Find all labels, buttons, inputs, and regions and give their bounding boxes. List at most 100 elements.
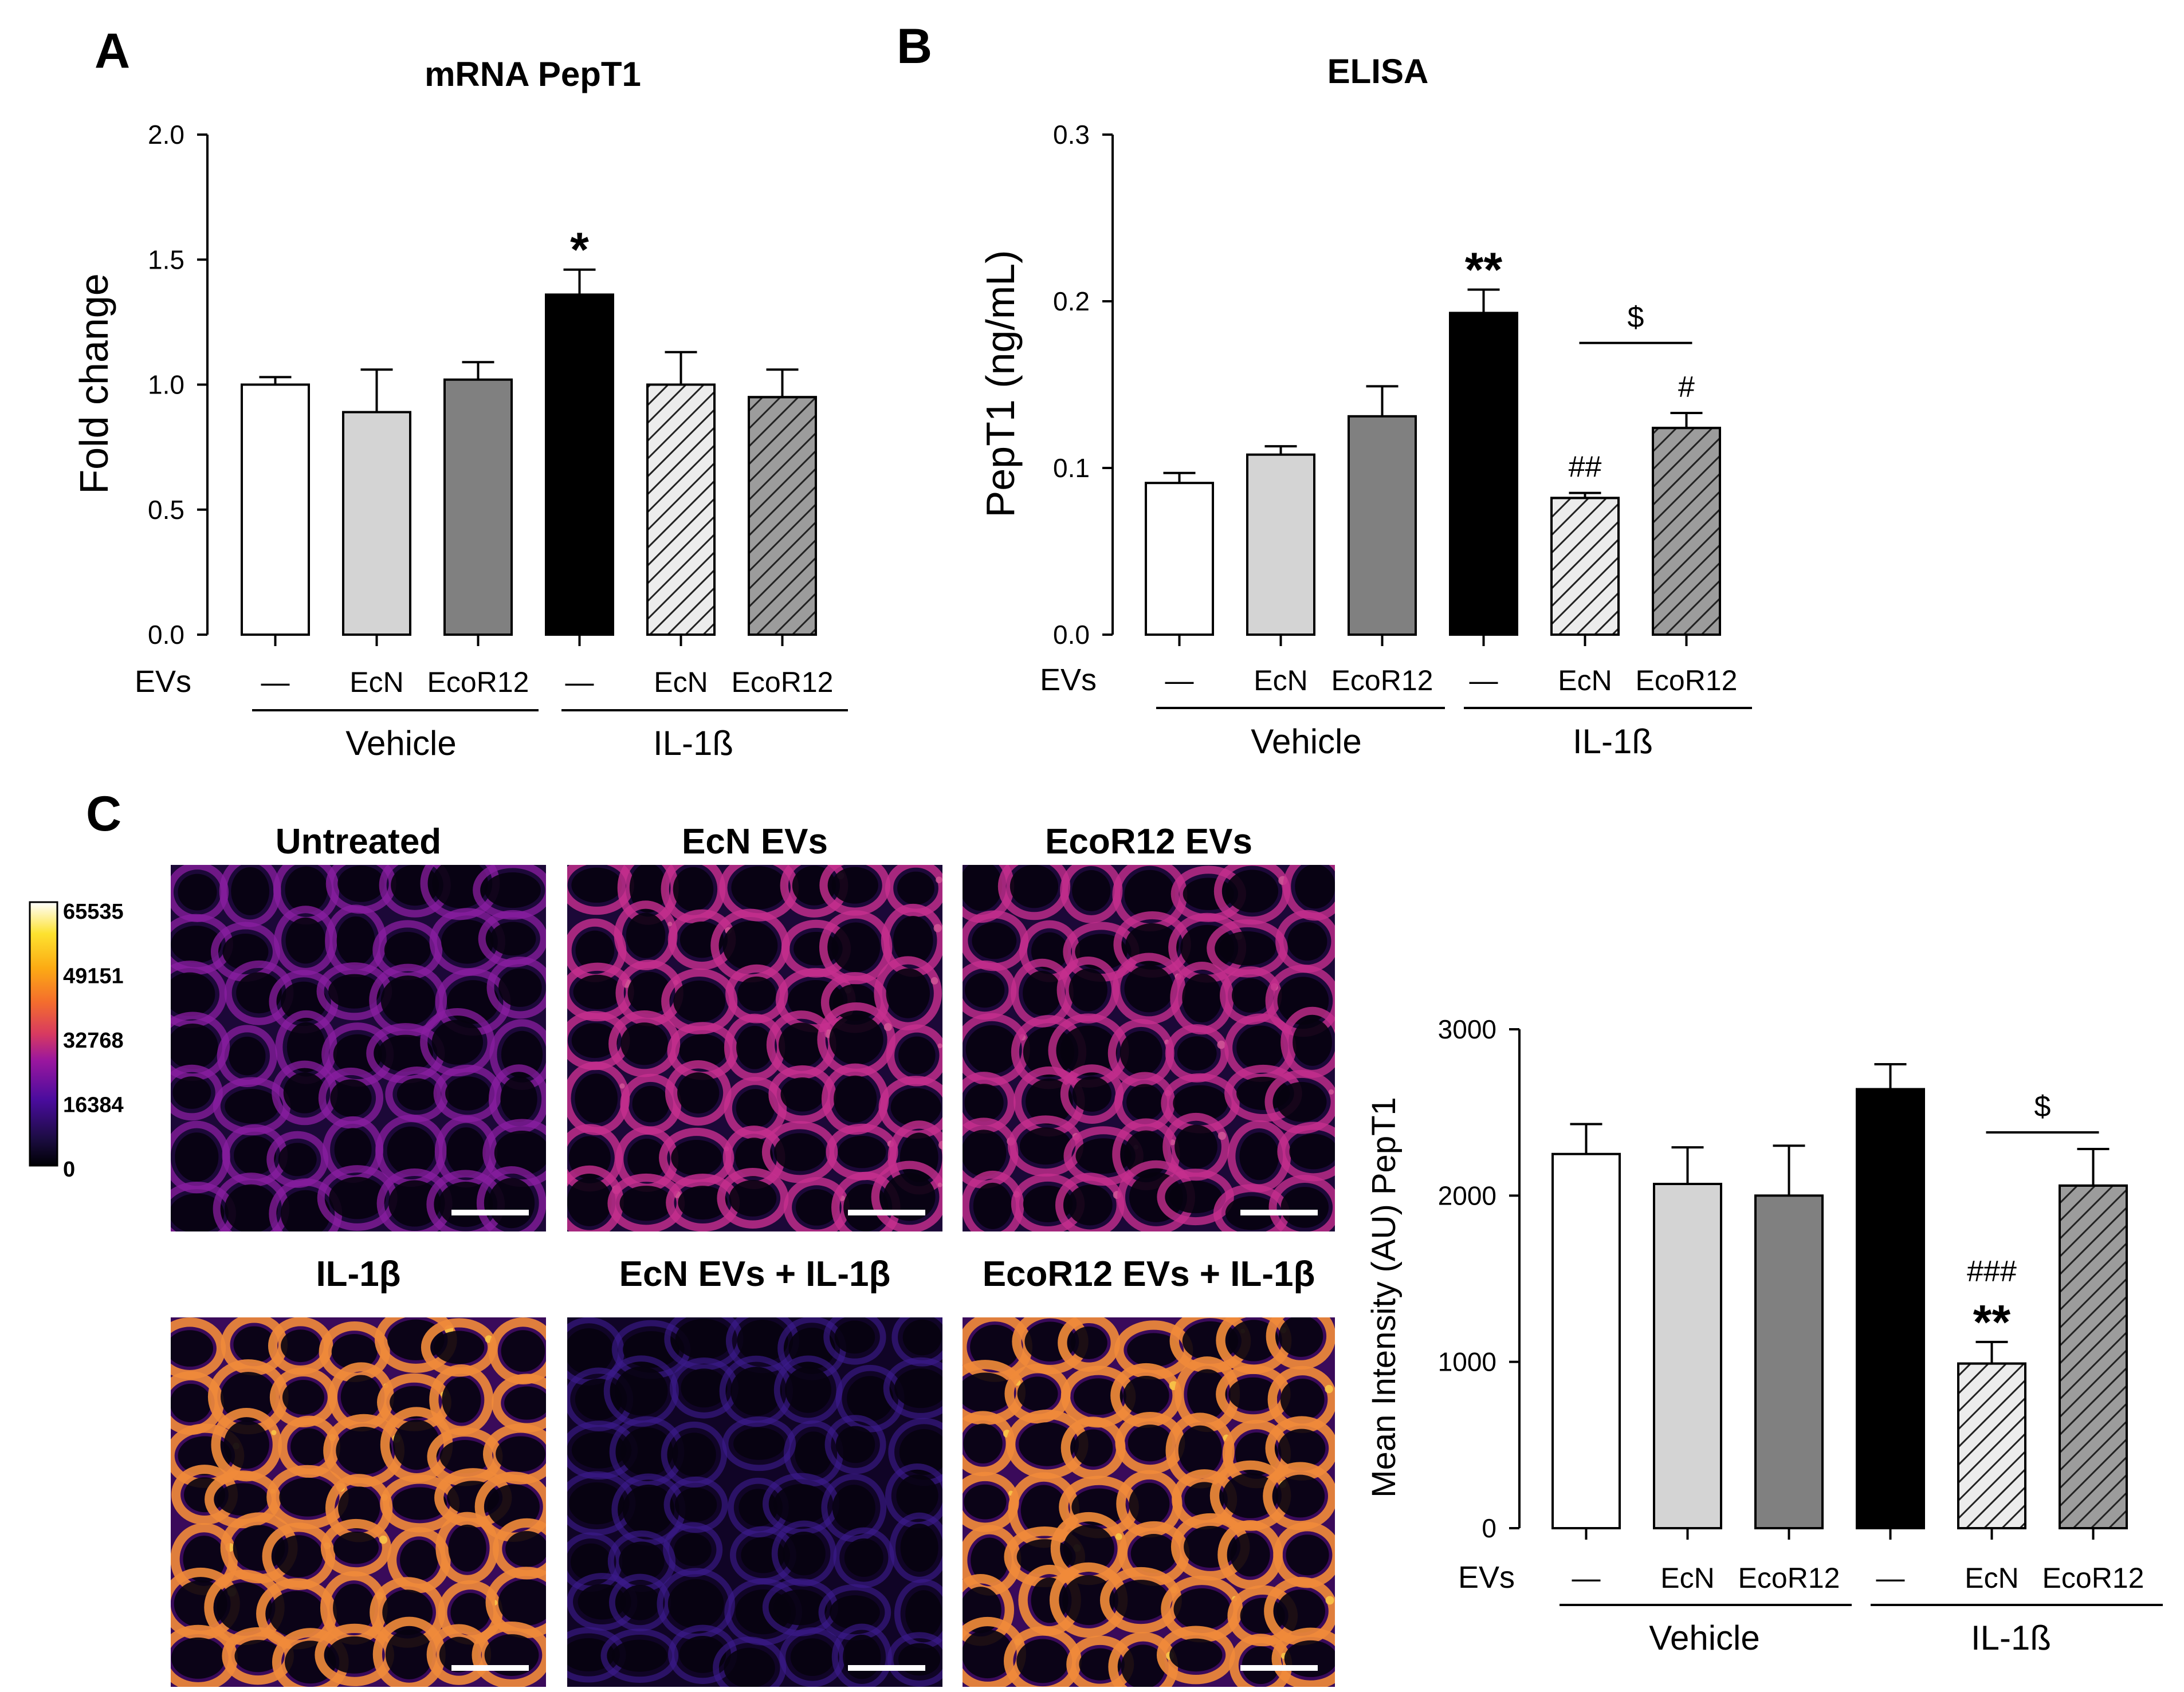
bar — [1856, 1063, 1925, 1540]
bar-hatch — [646, 383, 716, 636]
category-label: — — [565, 666, 594, 698]
chart-c-categories: — EcN EcoR12 — EcN EcoR12 — [1572, 1562, 2144, 1594]
y-tick-label: 0.0 — [148, 620, 184, 650]
colorbar: 65535 49151 32768 16384 0 — [29, 900, 124, 1182]
y-tick-label: 0 — [1482, 1513, 1496, 1543]
bar — [1145, 471, 1214, 646]
y-tick-label: 3000 — [1438, 1014, 1496, 1044]
y-tick-label: 0.3 — [1053, 120, 1090, 149]
significance-label: ** — [1465, 243, 1503, 297]
bar — [1754, 1144, 1824, 1540]
group-label: Vehicle — [1251, 722, 1361, 761]
micrograph-panel: EcoR12 EVs — [963, 822, 1335, 1231]
micrograph-texture — [567, 865, 942, 1231]
bar — [1449, 288, 1518, 646]
chart-b-y-ticks: 0.0 0.1 0.2 0.3 — [1053, 120, 1114, 650]
bar — [1246, 445, 1315, 646]
scale-bar — [848, 1665, 925, 1671]
category-label: EcN — [349, 666, 403, 698]
bar — [545, 268, 614, 646]
category-label: — — [1165, 664, 1194, 697]
micrograph-panel: Untreated — [171, 822, 546, 1231]
group-label: IL-1ß — [653, 724, 733, 762]
bar-fill — [1348, 415, 1417, 636]
bar-fill — [1856, 1088, 1925, 1529]
chart-c-row-label: EVs — [1458, 1560, 1515, 1595]
bar-fill — [1551, 1152, 1621, 1529]
chart-b-categories: — EcN EcoR12 — EcN EcoR12 — [1165, 664, 1738, 697]
group-label: Vehicle — [345, 724, 456, 762]
bar-fill — [1246, 453, 1315, 636]
group-label: IL-1ß — [1971, 1619, 2051, 1657]
chart-b: ELISA 0.00.10.20.3 PepT1 (ng/mL) **###$ … — [978, 52, 1752, 761]
significance-label: ## — [1569, 451, 1602, 484]
category-label: — — [1470, 664, 1498, 697]
chart-c-y-label: Mean Intensity (AU) PepT1 — [1365, 1097, 1403, 1498]
colorbar-tick-label: 49151 — [63, 965, 124, 989]
chart-c-y-ticks: 0 1000 2000 3000 — [1438, 1014, 1521, 1543]
scale-bar — [1240, 1210, 1318, 1215]
group-label: Vehicle — [1649, 1619, 1759, 1657]
micrograph-title: Untreated — [276, 822, 441, 861]
bar — [1348, 385, 1417, 646]
bar-fill — [1653, 1183, 1722, 1529]
significance-label: # — [1678, 371, 1695, 404]
scale-bar — [451, 1210, 529, 1215]
micrograph-title: IL-1β — [316, 1254, 400, 1294]
bar — [342, 368, 411, 646]
y-tick-label: 0.1 — [1053, 453, 1090, 483]
bar — [241, 376, 310, 646]
category-label: EcoR12 — [1331, 664, 1433, 697]
micrograph-texture — [171, 1317, 546, 1687]
y-tick-label: 0.0 — [1053, 620, 1090, 650]
micrograph-title: EcN EVs + IL-1β — [619, 1254, 891, 1294]
bar — [646, 351, 716, 646]
category-label: EcoR12 — [1738, 1562, 1840, 1594]
significance-label: * — [570, 223, 589, 277]
bar — [2059, 1148, 2128, 1540]
chart-a: mRNA PepT1 0.0 0.5 1.0 1.5 2.0 Fold change *… — [72, 55, 848, 762]
category-label: — — [261, 666, 290, 698]
colorbar-tick-label: 0 — [63, 1158, 75, 1182]
category-label: EcN — [1558, 664, 1612, 697]
chart-c-groups: Vehicle IL-1ß — [1560, 1604, 2163, 1657]
chart-a-y-label: Fold change — [72, 273, 116, 494]
micrograph-texture — [567, 1317, 942, 1687]
y-tick-label: 1000 — [1438, 1347, 1496, 1377]
group-label: IL-1ß — [1573, 722, 1653, 761]
category-label: — — [1876, 1562, 1905, 1594]
micrograph-panel: EcN EVs + IL-1β — [567, 1254, 942, 1687]
scale-bar — [451, 1665, 529, 1671]
bar — [1551, 1123, 1621, 1540]
chart-b-bars: **###$ — [1145, 243, 1721, 646]
bar — [1652, 411, 1721, 646]
category-label: EcoR12 — [2042, 1562, 2144, 1594]
y-tick-label: 1.0 — [148, 370, 184, 400]
bar-fill — [241, 383, 310, 636]
bar — [1957, 1340, 2026, 1540]
chart-a-title: mRNA PepT1 — [425, 55, 641, 93]
micrograph-title: EcN EVs — [682, 822, 828, 861]
bracket-label: $ — [1628, 301, 1644, 334]
bar-hatch — [1550, 497, 1620, 636]
category-label: — — [1572, 1562, 1601, 1594]
micrograph-texture — [963, 1317, 1335, 1687]
colorbar-tick-label: 65535 — [63, 900, 124, 924]
chart-a-categories: — EcN EcoR12 — EcN EcoR12 — [261, 666, 834, 698]
micrograph-panel: IL-1β — [171, 1254, 546, 1687]
scale-bar — [848, 1210, 925, 1215]
category-label: EcoR12 — [1636, 664, 1738, 697]
bracket-label: $ — [2034, 1090, 2051, 1123]
bar — [748, 368, 817, 646]
micrograph-grid: Untreated EcN EVs EcoR12 EVs IL-1β EcN EVs +… — [171, 822, 1335, 1687]
bar-fill — [1145, 482, 1214, 636]
y-tick-label: 2000 — [1438, 1181, 1496, 1210]
micrograph-texture — [963, 865, 1335, 1231]
bar-fill — [342, 411, 411, 636]
category-label: EcoR12 — [732, 666, 834, 698]
chart-a-y-ticks: 0.0 0.5 1.0 1.5 2.0 — [148, 120, 209, 650]
colorbar-ticks: 65535 49151 32768 16384 0 — [63, 900, 124, 1182]
bar-hatch — [1652, 427, 1721, 636]
